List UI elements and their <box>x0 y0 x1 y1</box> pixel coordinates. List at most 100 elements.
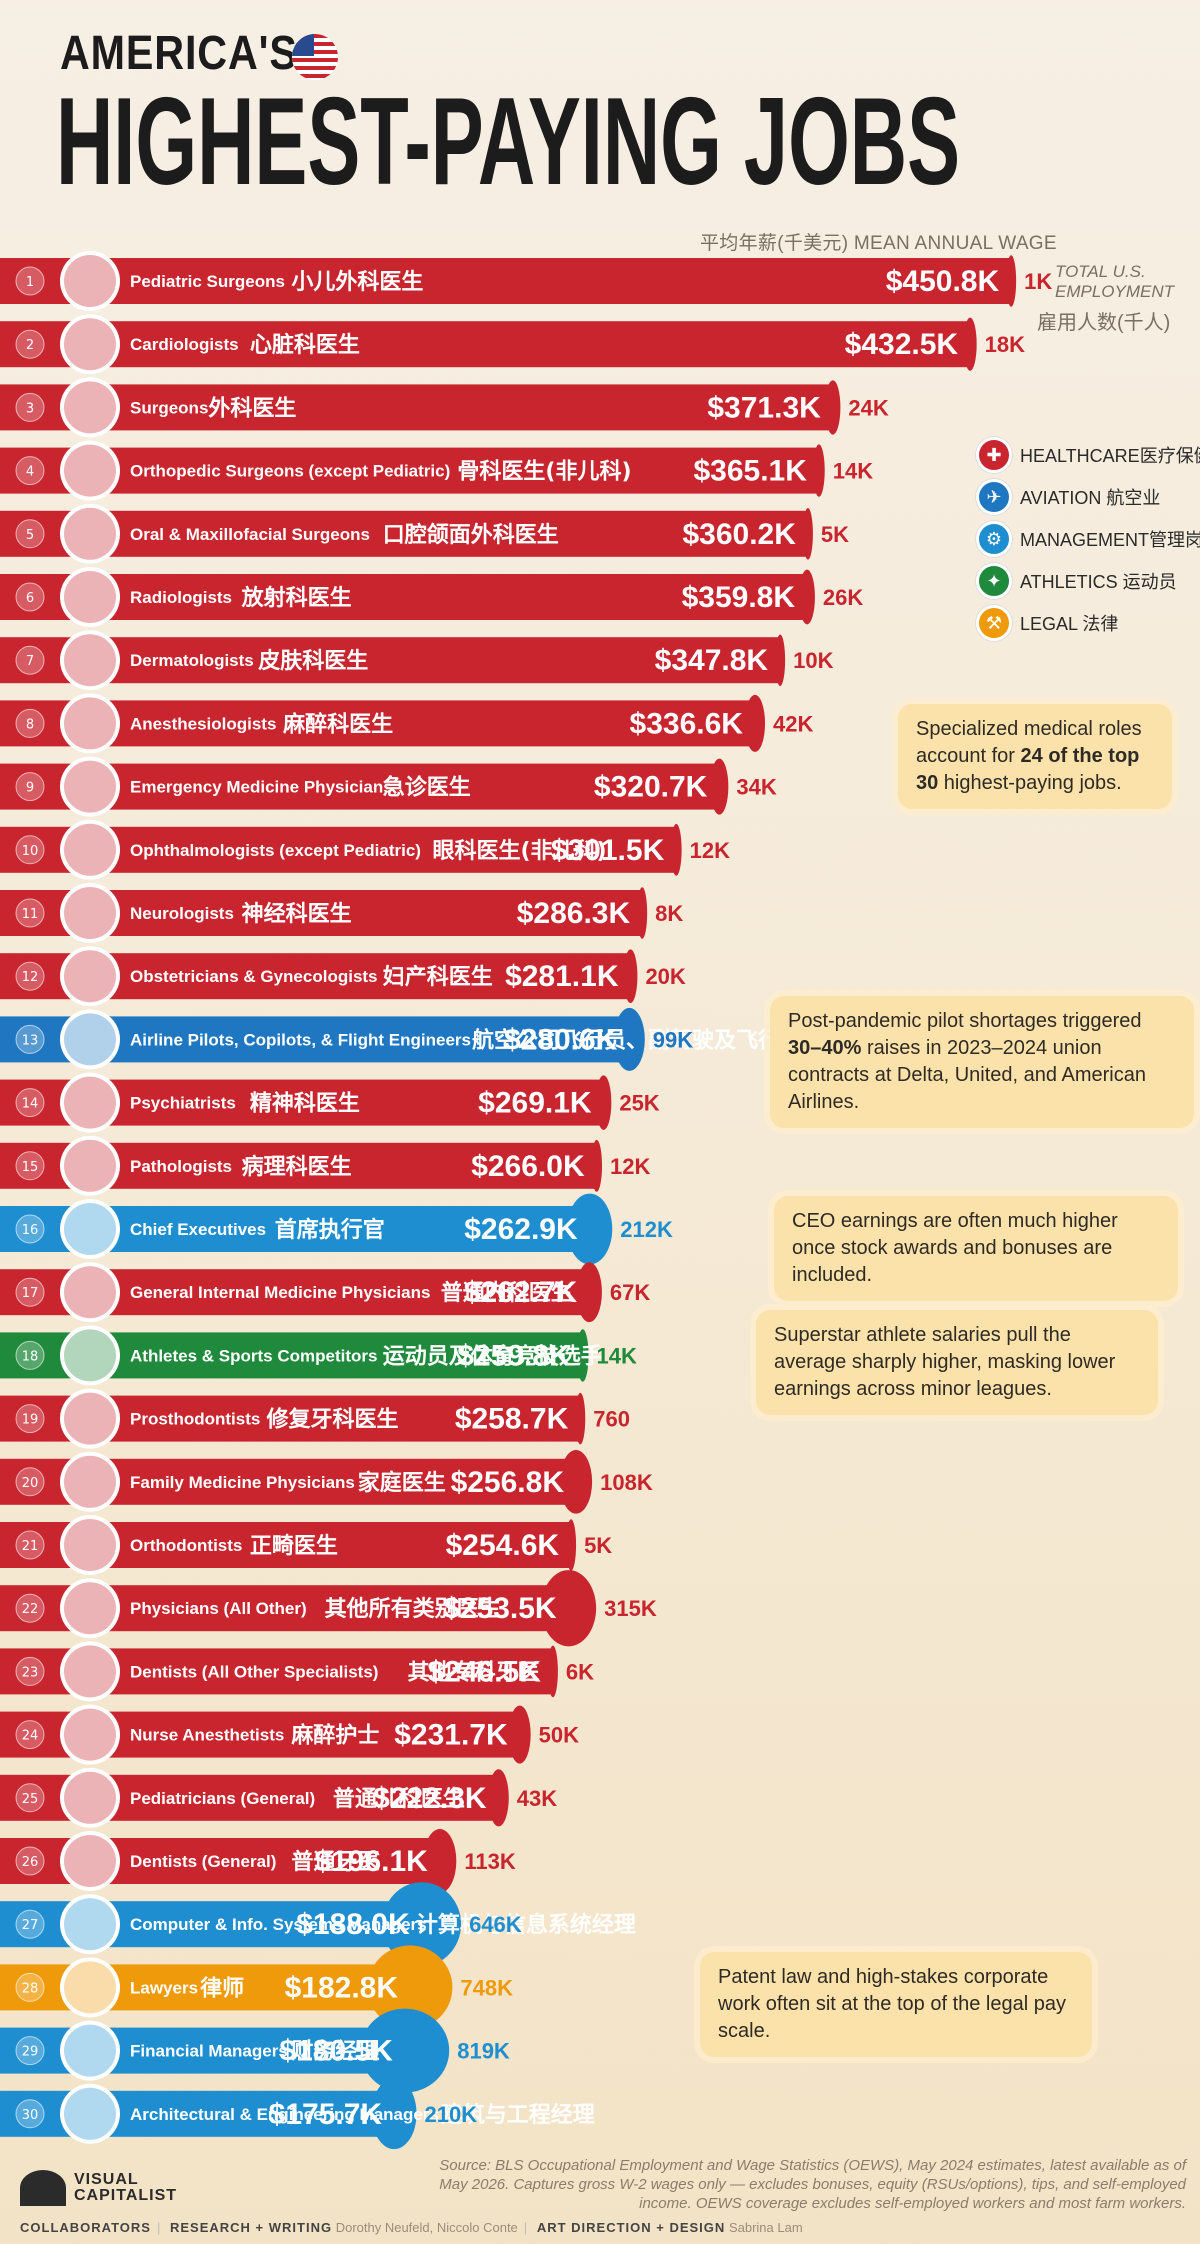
employment-label: 14K <box>833 459 873 484</box>
employment-label: 315K <box>604 1596 657 1621</box>
wage-label: $188.0K <box>296 1908 410 1941</box>
rank-label: 4 <box>26 465 34 480</box>
job-name: Financial Managers <box>130 2042 288 2061</box>
job-photo-fill <box>64 381 116 434</box>
job-photo-icon <box>60 1704 120 1765</box>
job-name-cn: 病理科医生 <box>242 1154 352 1180</box>
credits-collab: COLLABORATORS <box>20 2220 151 2235</box>
job-photo-icon <box>60 2083 120 2144</box>
job-name: Oral & Maxillofacial Surgeons <box>130 525 370 544</box>
rank-label: 24 <box>22 1729 39 1744</box>
job-name-cn: 放射科医生 <box>241 585 352 611</box>
employment-label: 12K <box>690 838 730 863</box>
wage-label: $231.7K <box>394 1719 508 1752</box>
job-photo-icon <box>60 1957 120 2018</box>
employment-label: 20K <box>645 964 685 989</box>
wage-label: $269.1K <box>478 1087 592 1120</box>
job-name: Nurse Anesthetists <box>130 1726 284 1745</box>
job-photo-icon <box>60 630 120 691</box>
rank-badge <box>15 1720 45 1750</box>
job-photo-icon <box>60 819 120 880</box>
employment-label: 25K <box>619 1091 659 1116</box>
logo: VISUAL CAPITALIST <box>20 2170 177 2206</box>
employment-label: 210K <box>425 2102 478 2127</box>
bar-6 <box>0 574 808 620</box>
employment-label: 748K <box>460 1975 513 2000</box>
job-photo-icon <box>60 1135 120 1196</box>
employment-label: 24K <box>848 395 888 420</box>
rank-badge <box>15 1151 45 1181</box>
job-name-cn: 心脏科医生 <box>250 332 360 358</box>
job-photo-icon <box>60 314 120 375</box>
employment-label: 14K <box>597 1343 637 1368</box>
rank-label: 25 <box>22 1792 39 1807</box>
wage-label: $359.8K <box>682 581 796 614</box>
job-photo-fill <box>64 1961 116 2014</box>
job-name: Pediatricians (General) <box>130 1789 315 1808</box>
employment-axis-label-cn: 雇用人数(千人) <box>1037 312 1171 334</box>
credits-research-names: Dorothy Neufeld, Niccolo Conte <box>335 2220 518 2235</box>
job-photo-icon <box>60 1009 120 1070</box>
job-name: Orthodontists <box>130 1536 242 1555</box>
job-name-cn: 麻醉科医生 <box>282 711 393 737</box>
wage-label: $196.1K <box>314 1845 428 1878</box>
wage-label: $246.5K <box>427 1655 541 1688</box>
job-photo-fill <box>64 1013 116 1066</box>
job-photo-fill <box>64 634 116 687</box>
rank-badge <box>15 519 45 549</box>
runner-icon: ✦ <box>976 563 1012 599</box>
gear-icon: ⚙ <box>976 521 1012 557</box>
legend-item-aviation: ✈ AVIATION 航空业 <box>976 476 1200 518</box>
rank-label: 14 <box>22 1097 39 1112</box>
rank-badge <box>15 772 45 802</box>
legend-label: ATHLETICS 运动员 <box>1020 572 1177 592</box>
rank-label: 3 <box>26 401 34 416</box>
rank-badge <box>15 582 45 612</box>
note-legal: Patent law and high-stakes corporate wor… <box>700 1952 1092 2057</box>
job-name-cn: 麻醉护士 <box>290 1723 379 1749</box>
rank-badge <box>15 1656 45 1686</box>
rank-label: 2 <box>26 338 34 353</box>
rank-label: 15 <box>22 1160 39 1175</box>
job-name: Dentists (All Other Specialists) <box>130 1662 378 1681</box>
job-photo-fill <box>64 760 116 813</box>
job-photo-fill <box>64 444 116 497</box>
rank-badge <box>15 1277 45 1307</box>
title-small: AMERICA'S <box>60 27 298 80</box>
job-photo-fill <box>64 887 116 939</box>
rank-badge <box>15 1467 45 1497</box>
job-photo-fill <box>64 1455 116 1508</box>
job-photo-fill <box>64 255 116 307</box>
employment-label: 67K <box>610 1280 650 1305</box>
legend: ✚ HEALTHCARE医疗保健 ✈ AVIATION 航空业 ⚙ MANAGE… <box>976 434 1200 644</box>
job-photo-fill <box>64 1645 116 1698</box>
legend-item-legal: ⚒ LEGAL 法律 <box>976 602 1200 644</box>
rank-label: 5 <box>26 528 34 543</box>
employment-label: 108K <box>600 1470 653 1495</box>
job-name-cn: 神经科医生 <box>242 901 352 927</box>
job-photo-icon <box>60 2020 120 2081</box>
rank-badge <box>15 1530 45 1560</box>
job-name-cn: 普通牙医 <box>291 1849 379 1875</box>
employment-label: 5K <box>821 522 849 547</box>
rank-badge <box>15 456 45 486</box>
rank-label: 18 <box>22 1349 39 1364</box>
job-name-cn: 运动员及体育竞技选手 <box>383 1343 603 1369</box>
rank-badge <box>15 392 45 422</box>
wage-label: $450.8K <box>886 265 1000 298</box>
wage-label: $432.5K <box>845 328 959 361</box>
job-name: Family Medicine Physicians <box>130 1473 355 1492</box>
page-title: HIGHEST-PAYING JOBS <box>56 73 961 211</box>
job-name: Dentists (General) <box>130 1852 276 1871</box>
rank-label: 1 <box>26 275 34 290</box>
wage-label: $371.3K <box>707 391 821 424</box>
rank-label: 27 <box>22 1918 39 1933</box>
job-name-cn: 正畸医生 <box>250 1534 338 1559</box>
employment-label: 34K <box>736 775 776 800</box>
bar-4 <box>0 447 819 494</box>
wage-label: $286.3K <box>517 897 631 930</box>
job-photo-fill <box>64 571 116 623</box>
wage-label: $320.7K <box>594 771 708 804</box>
job-name: Computer & Info. Systems Managers <box>130 1915 427 1934</box>
job-name: Surgeons <box>130 398 208 417</box>
